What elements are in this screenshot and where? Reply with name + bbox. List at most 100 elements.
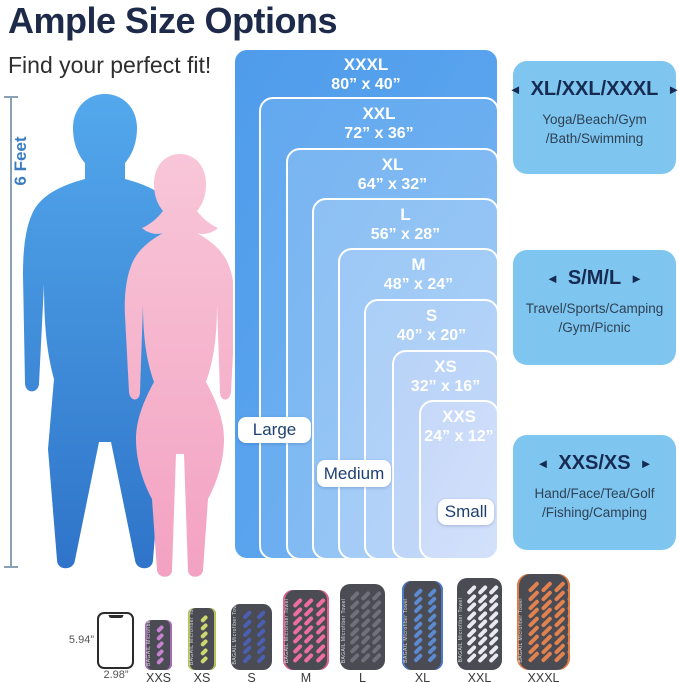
info-box-uses: Hand/Face/Tea/Golf/Fishing/Camping xyxy=(534,486,655,520)
stripe-column xyxy=(292,595,303,665)
stripe-dash xyxy=(303,634,315,645)
right-arrow-icon: ► xyxy=(667,82,679,97)
stripe-dash xyxy=(371,591,382,602)
stripe-pattern xyxy=(291,595,326,665)
stripe-dash xyxy=(315,652,326,663)
stripe-dash xyxy=(292,652,303,663)
stripe-column xyxy=(527,580,540,665)
info-box-sizes: XXS/XS xyxy=(558,452,631,474)
stripe-dash xyxy=(360,617,371,628)
stripe-dash xyxy=(413,604,424,614)
brand-text: BAGAIL Microfiber Towel xyxy=(403,598,409,663)
stripe-column xyxy=(199,612,208,667)
stripe-dash xyxy=(413,612,424,623)
info-box-heading: ◄ XL/XXL/XXXL ► xyxy=(509,78,679,101)
stripe-dash xyxy=(256,619,266,629)
stripe-dash xyxy=(488,585,499,596)
left-arrow-icon: ◄ xyxy=(508,82,522,97)
stripe-dash xyxy=(292,597,303,608)
stripe-dash xyxy=(242,645,253,655)
size-name: L xyxy=(400,205,411,224)
stripe-dash xyxy=(360,652,371,663)
stripe-dash xyxy=(199,630,208,639)
stripe-dash xyxy=(242,636,253,647)
stripe-pattern xyxy=(348,589,383,665)
info-box-sizes: S/M/L xyxy=(567,267,622,289)
stripe-dash xyxy=(315,606,326,617)
stripe-column xyxy=(553,580,566,665)
info-box-heading: ◄ S/M/L ► xyxy=(513,267,676,290)
stripe-dash xyxy=(360,608,371,619)
height-measure-line xyxy=(10,97,12,567)
stripe-column xyxy=(303,595,315,665)
stripe-dash xyxy=(371,599,382,611)
stripe-dash xyxy=(199,639,208,648)
towel-xxl: BAGAIL Microfiber Towel xyxy=(457,578,502,670)
stripe-dash xyxy=(242,627,253,638)
stripe-dash xyxy=(371,608,382,619)
towel-xl: BAGAIL Microfiber Towel xyxy=(402,581,443,670)
stripe-dash xyxy=(413,653,424,663)
stripe-dash xyxy=(156,640,165,650)
right-arrow-icon: ► xyxy=(630,271,644,286)
info-box-sizes: XL/XXL/XXXL xyxy=(530,78,659,100)
stripe-dash xyxy=(199,614,208,623)
stripe-dash xyxy=(199,622,208,631)
stripe-dash xyxy=(292,634,303,645)
stripe-dash xyxy=(256,610,266,620)
info-box-2: ◄ XXS/XS ► Hand/Face/Tea/Golf/Fishing/Campi… xyxy=(513,435,676,550)
towel-size-label: S xyxy=(247,671,256,682)
stripe-dash xyxy=(303,597,315,608)
stripe-dash xyxy=(242,610,253,620)
phone-outline xyxy=(97,612,134,669)
stripe-pattern xyxy=(527,580,570,665)
phone-height-label: 5.94” xyxy=(68,634,94,646)
towel-xxs: BAGAIL Microfiber Towel xyxy=(145,620,172,670)
stripe-dash xyxy=(199,655,208,664)
size-dims: 56” x 28” xyxy=(370,225,441,243)
stripe-pattern xyxy=(150,623,171,667)
towel-size-label: XXXL xyxy=(527,671,560,682)
stripe-dash xyxy=(303,624,315,636)
stripe-column xyxy=(413,586,424,664)
page-title: Ample Size Options xyxy=(8,0,338,41)
stripe-dash xyxy=(156,625,165,634)
stripe-dash xyxy=(303,615,315,626)
measure-cap-bottom xyxy=(4,566,18,568)
size-name: XXS xyxy=(441,407,477,426)
stripe-column xyxy=(348,589,360,665)
towel-size-label: XXL xyxy=(467,671,492,682)
info-box-0: ◄ XL/XXL/XXXL ► Yoga/Beach/Gym/Bath/Swimmin… xyxy=(509,61,679,174)
human-silhouettes xyxy=(23,94,236,577)
stripe-dash xyxy=(566,580,570,593)
group-label-small: Small xyxy=(438,499,494,525)
towel-size-label: M xyxy=(300,671,312,682)
stripe-dash xyxy=(242,619,253,629)
stripe-column xyxy=(566,580,570,665)
size-dims: 24” x 12” xyxy=(424,427,494,445)
stripe-dash xyxy=(242,654,253,664)
size-name: XXL xyxy=(362,104,396,123)
stripe-dash xyxy=(427,587,437,598)
info-box-uses: Yoga/Beach/Gym/Bath/Swimming xyxy=(542,112,647,146)
subtitle: Find your perfect fit! xyxy=(8,52,212,78)
size-dims: 48” x 24” xyxy=(383,275,454,293)
stripe-dash xyxy=(371,617,382,628)
stripe-column xyxy=(488,584,499,665)
stripe-dash xyxy=(156,656,165,665)
left-arrow-icon: ◄ xyxy=(536,456,550,471)
stripe-dash xyxy=(256,627,266,638)
stripe-dash xyxy=(315,624,326,636)
stripe-dash xyxy=(292,643,303,654)
towel-xxxl: BAGAIL Microfiber Towel xyxy=(517,574,570,670)
info-box-heading: ◄ XXS/XS ► xyxy=(513,452,676,475)
size-name: XXXL xyxy=(343,55,389,74)
towel-size-label: XS xyxy=(193,671,211,682)
stripe-dash xyxy=(315,615,326,626)
female-silhouette xyxy=(124,154,236,577)
phone-notch-icon xyxy=(108,615,123,618)
stripe-dash xyxy=(303,606,315,617)
stripe-dash xyxy=(156,632,165,642)
size-dims: 40” x 20” xyxy=(396,326,467,344)
